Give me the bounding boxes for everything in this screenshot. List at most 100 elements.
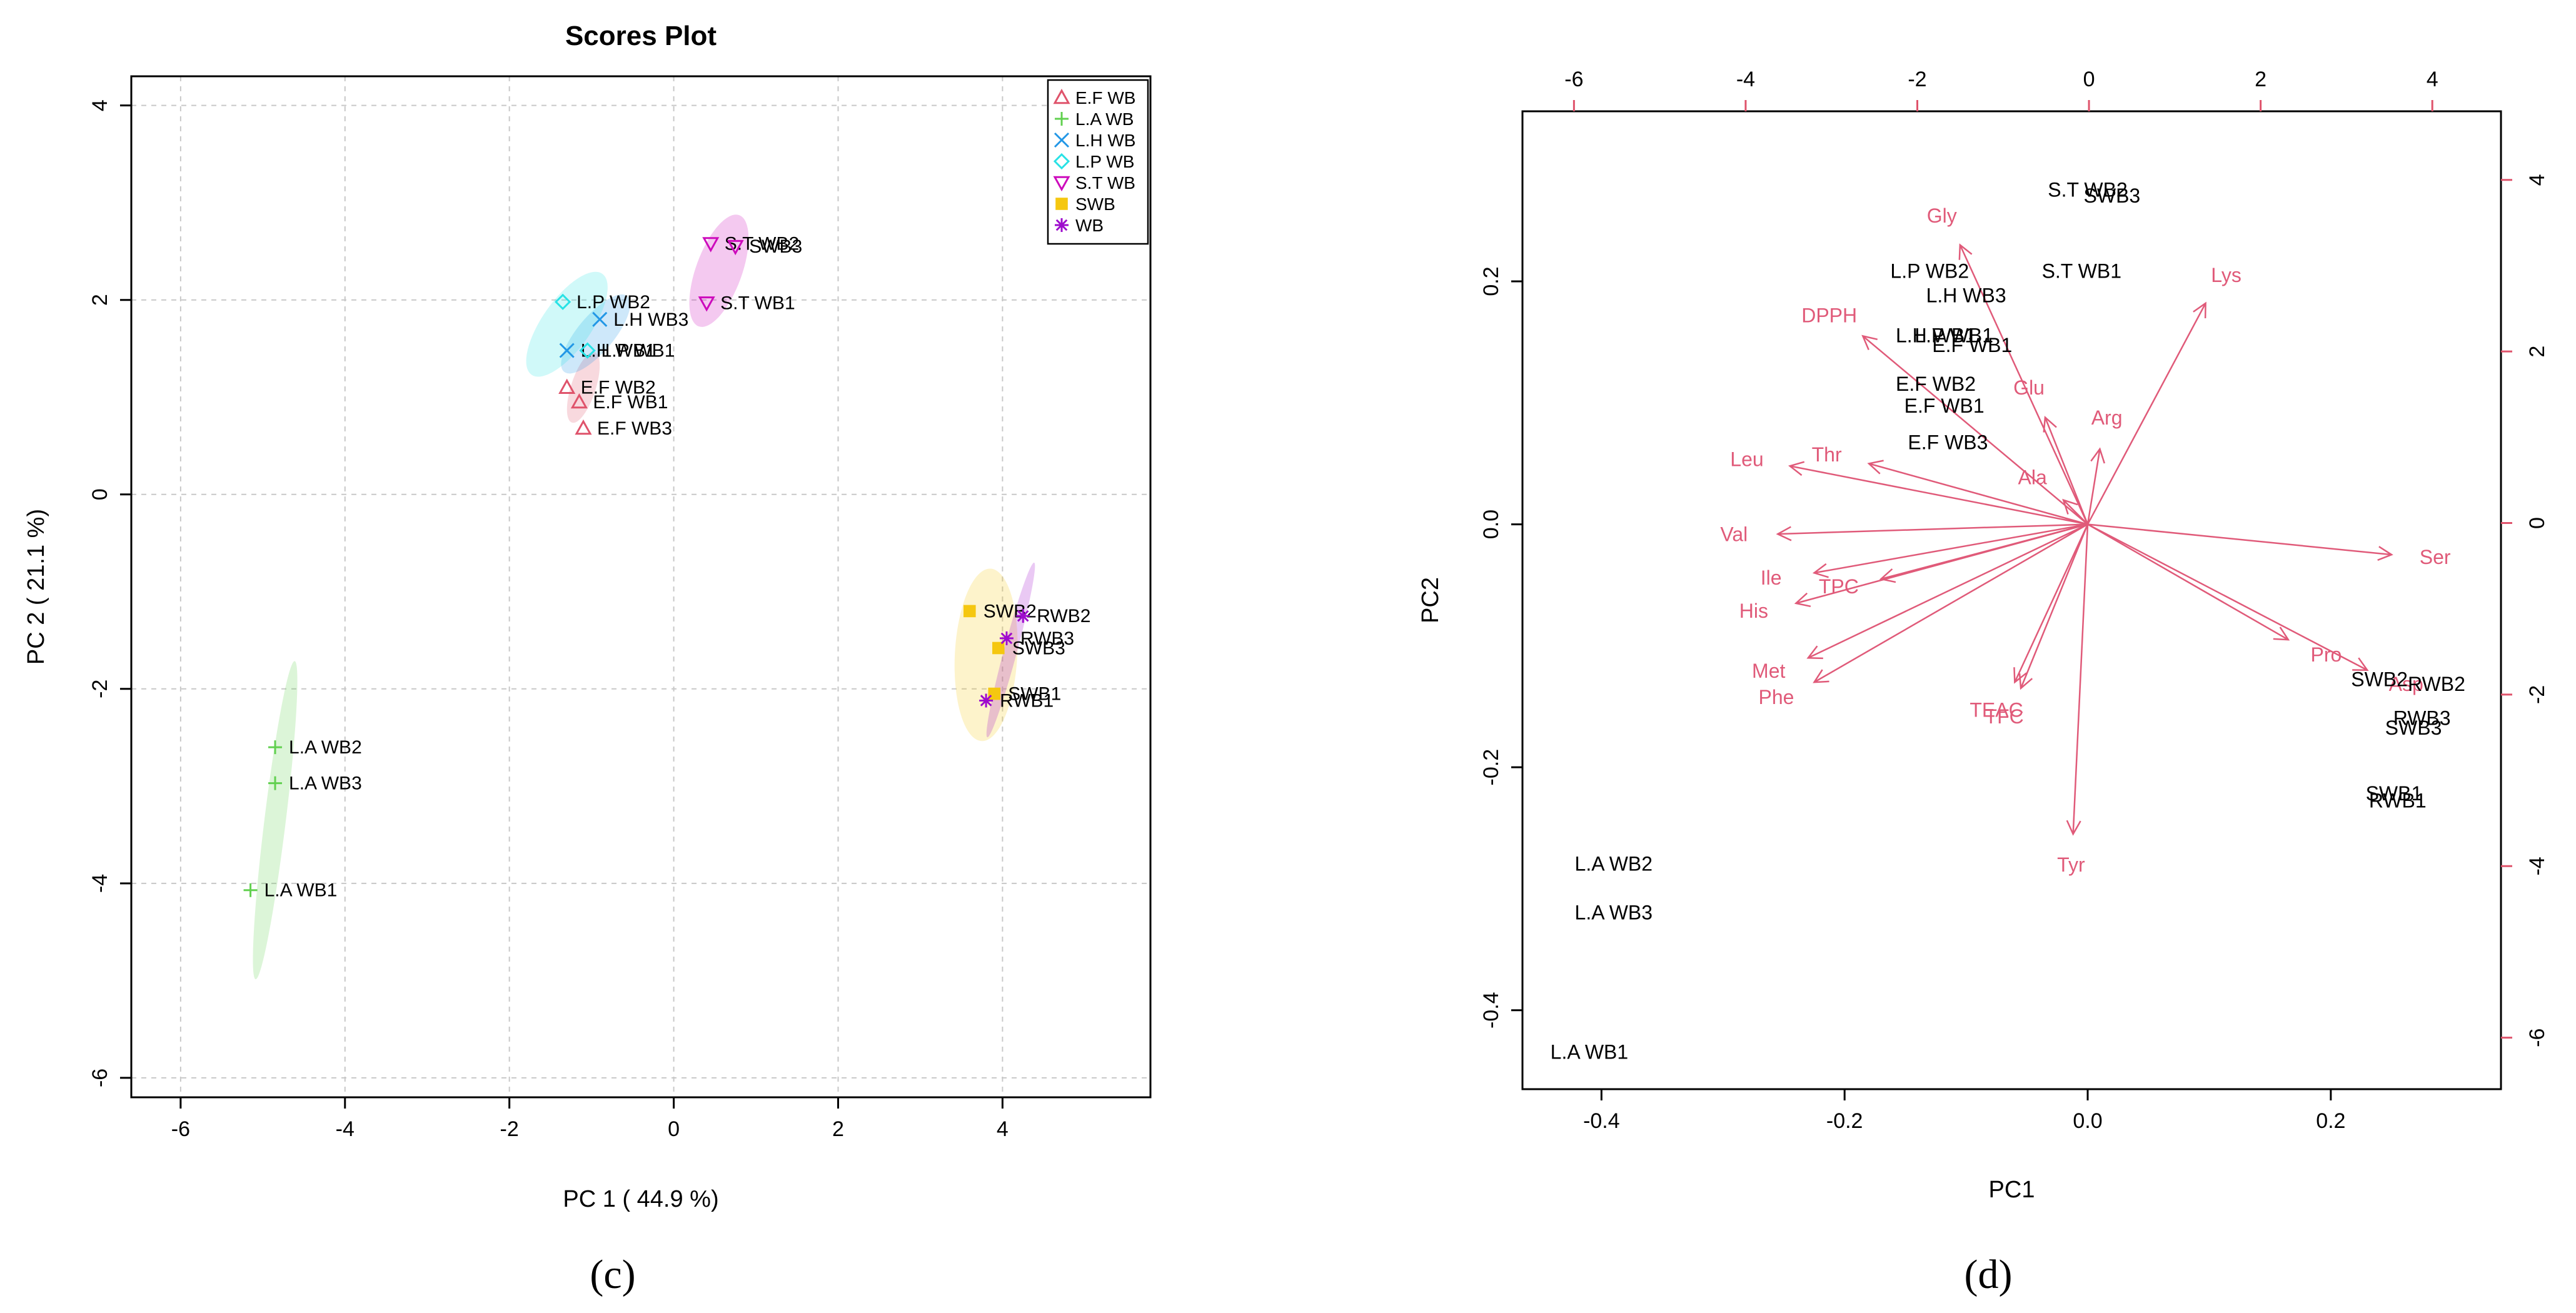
point-s-t-wb2 [702, 237, 720, 253]
arrow-thr [1868, 463, 2088, 525]
arrowhead-ala [2062, 498, 2078, 515]
observation-label-e-f-wb3-10: E.F WB3 [1908, 431, 1988, 453]
x-tick-label-0-4: -0.4 [1583, 1109, 1620, 1133]
point-label-swb1: SWB1 [1008, 684, 1061, 705]
x-tick-label-2: -2 [500, 1117, 519, 1141]
observation-label-l-a-wb3-18: L.A WB3 [1575, 901, 1653, 923]
y-axis-label: PC2 [1417, 577, 1444, 623]
panel-label-d: (d) [1965, 1252, 2013, 1297]
observation-label-rwb1-16: RWB1 [2369, 790, 2427, 812]
top-tick-label-6: -6 [1564, 68, 1583, 91]
arrowhead-thr [1867, 460, 1884, 475]
plot-frame [130, 75, 1152, 1099]
variable-label-met: Met [1752, 660, 1785, 682]
point-label-rwb2: RWB2 [1037, 606, 1090, 626]
arrow-glu [2044, 417, 2089, 525]
y-tick-label-2: 2 [88, 294, 112, 306]
point-label-l-a-wb2: L.A WB2 [289, 737, 362, 758]
point-e-f-wb2 [558, 378, 576, 394]
variable-label-tpc: TPC [1819, 575, 1859, 598]
arrow-ala [2063, 499, 2088, 525]
observation-label-e-f-wb2-8: E.F WB2 [1896, 373, 1976, 395]
ellipse-l-p-wb [526, 271, 608, 377]
point-label-e-f-wb3: E.F WB3 [597, 418, 672, 439]
point-label-e-f-wb1: E.F WB1 [593, 392, 668, 413]
y-tick-label-2: -2 [88, 680, 112, 698]
point-label-l-h-wb3: L.H WB3 [613, 309, 688, 330]
point-s-t-wb1 [698, 296, 715, 312]
biplot: -0.4 -0.2 0.0 0.2 -0.4 -0.2 0.0 0.2 -6 -4 -2 0 2 4 -6 -… [1417, 68, 2549, 1203]
ellipse-s-t-wb [689, 214, 749, 327]
point-label-l-p-wb2: L.P WB2 [576, 292, 650, 313]
point-label-rwb3: RWB3 [1020, 628, 1074, 649]
legend-marker-wb [1055, 218, 1069, 232]
point-swb1 [988, 687, 1001, 700]
arrowhead-gly [1958, 243, 1973, 260]
arrowhead-ser [2377, 546, 2393, 561]
x-tick-label-4: 4 [997, 1117, 1009, 1141]
y-tick-label-0-2: -0.2 [1479, 749, 1503, 786]
legend-marker-swb [1055, 198, 1068, 210]
observation-label-swb3-1: SWB3 [2084, 184, 2141, 207]
right-tick-label-6: -6 [2525, 1029, 2549, 1047]
point-e-f-wb1 [570, 393, 588, 409]
point-l-a-wb2 [268, 740, 283, 755]
point-e-f-wb3 [575, 419, 592, 435]
point-label-s-t-wb1: S.T WB1 [720, 293, 795, 313]
variable-label-tyr: Tyr [2057, 853, 2085, 876]
arrow-teac [2014, 524, 2089, 683]
legend-marker-l-h-wb [1054, 132, 1070, 148]
variable-label-ala: Ala [2018, 466, 2046, 488]
variable-label-asp: Asp [2389, 673, 2423, 695]
top-tick-label-2: 2 [2255, 68, 2267, 91]
observation-label-l-p-wb2-2: L.P WB2 [1890, 259, 1969, 282]
legend-label-l-p-wb: L.P WB [1075, 152, 1134, 171]
observation-label-e-f-wb1-7: E.F WB1 [1932, 334, 2012, 356]
arrow-gly [1959, 244, 2089, 525]
arrowhead-tyr [2066, 820, 2081, 836]
point-rwb2 [1016, 609, 1030, 623]
point-l-p-wb2 [554, 293, 571, 310]
variable-label-teac: TEAC [1970, 699, 2023, 722]
point-rwb1 [979, 693, 994, 708]
variable-label-lys: Lys [2211, 264, 2241, 286]
ellipse-e-f-wb [566, 352, 600, 423]
arrow-leu [1789, 465, 2088, 525]
point-l-p-wb1 [579, 342, 596, 359]
variable-label-glu: Glu [2013, 376, 2045, 399]
observation-label-l-a-wb2-17: L.A WB2 [1575, 853, 1653, 875]
arrow-met [1808, 523, 2088, 659]
point-label-swb3: SWB3 [1012, 638, 1065, 658]
ellipse-l-a-wb [253, 661, 298, 980]
right-tick-label-0: 0 [2525, 517, 2549, 529]
legend-marker-l-a-wb [1055, 112, 1069, 126]
variable-label-arg: Arg [2091, 406, 2123, 429]
x-tick-label-6: -6 [171, 1117, 190, 1141]
x-tick-label-0-2: -0.2 [1826, 1109, 1863, 1133]
point-swb3 [992, 641, 1005, 655]
x-tick-label-0: 0 [668, 1117, 680, 1141]
arrow-dpph [1862, 335, 2088, 525]
right-tick-label-2: 2 [2525, 346, 2549, 358]
y-tick-label-6: -6 [88, 1069, 112, 1087]
arrow-ser [2087, 523, 2392, 556]
point-label-swb3: SWB3 [749, 236, 802, 257]
arrowhead-dpph [1861, 335, 1878, 351]
variable-label-his: His [1739, 600, 1768, 622]
x-axis-label: PC 1 ( 44.9 %) [563, 1186, 718, 1212]
x-axis-label: PC1 [1989, 1177, 2035, 1203]
arrow-lys [2086, 303, 2206, 525]
arrowhead-tfc [2018, 673, 2033, 690]
legend-label-l-a-wb: L.A WB [1075, 109, 1134, 129]
right-tick-label-2: -2 [2525, 685, 2549, 704]
legend-label-s-t-wb: S.T WB [1075, 173, 1135, 193]
observation-label-rwb3-13: RWB3 [2393, 707, 2451, 729]
variable-label-gly: Gly [1927, 204, 1957, 227]
arrowhead-arg [2090, 447, 2105, 464]
top-tick-label-4: -4 [1736, 68, 1755, 91]
top-tick-label-0: 0 [2083, 68, 2095, 91]
arrowhead-leu [1788, 461, 1805, 476]
ellipse-l-h-wb [561, 294, 631, 374]
top-tick-label-2: -2 [1908, 68, 1926, 91]
